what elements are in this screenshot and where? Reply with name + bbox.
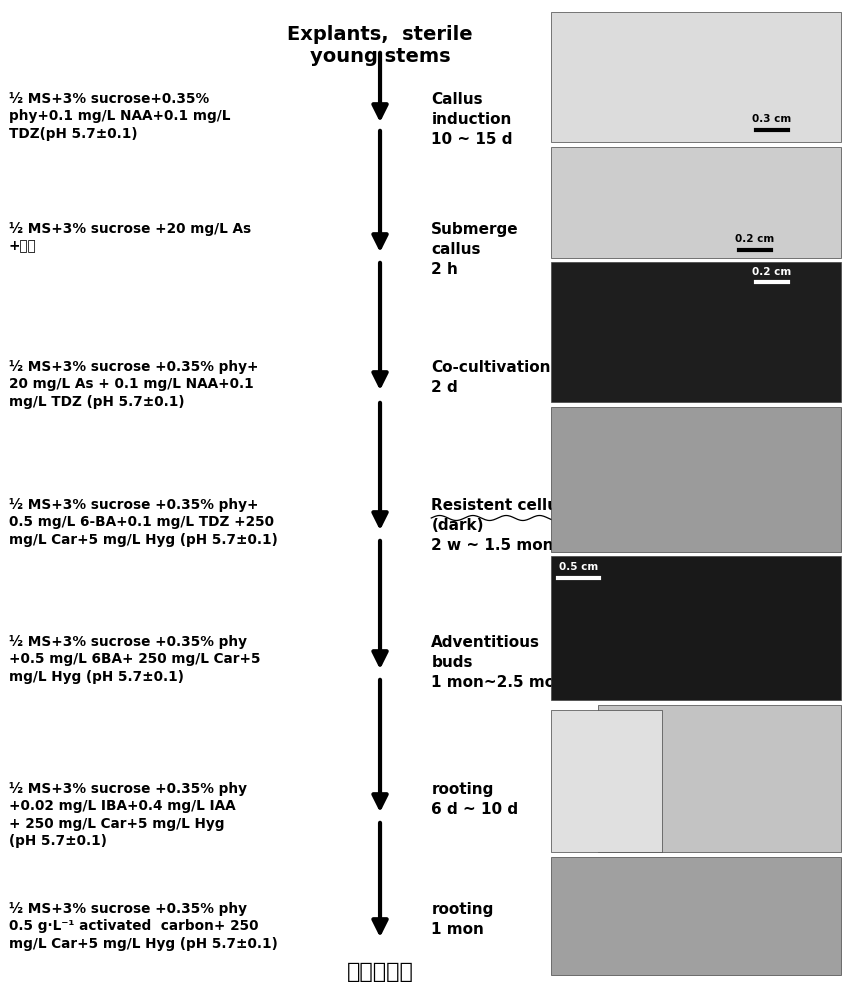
Bar (550, 407, 840, 552)
Bar (550, 857, 840, 975)
Text: ½ MS+3% sucrose +20 mg/L As
+菌体: ½ MS+3% sucrose +20 mg/L As +菌体 (9, 222, 251, 253)
Bar (550, 710, 661, 852)
Text: Explants,  sterile
young stems: Explants, sterile young stems (287, 25, 473, 66)
Text: 0.2 cm: 0.2 cm (734, 234, 774, 244)
Text: rooting
1 mon: rooting 1 mon (431, 902, 493, 937)
Bar (550, 556, 840, 700)
Text: ½ MS+3% sucrose +0.35% phy
+0.02 mg/L IBA+0.4 mg/L IAA
+ 250 mg/L Car+5 mg/L Hyg: ½ MS+3% sucrose +0.35% phy +0.02 mg/L IB… (9, 782, 247, 848)
Text: rooting
6 d ~ 10 d: rooting 6 d ~ 10 d (431, 782, 518, 817)
Bar (550, 147, 840, 258)
Text: Adventitious
buds
1 mon~2.5 mon: Adventitious buds 1 mon~2.5 mon (431, 635, 566, 690)
Text: 0.2 cm: 0.2 cm (751, 267, 791, 277)
Bar (550, 262, 840, 402)
Text: ½ MS+3% sucrose +0.35% phy
+0.5 mg/L 6BA+ 250 mg/L Car+5
mg/L Hyg (pH 5.7±0.1): ½ MS+3% sucrose +0.35% phy +0.5 mg/L 6BA… (9, 635, 259, 684)
Bar (597, 705, 840, 852)
Text: Resistent cellus
(dark)
2 w ~ 1.5 mon: Resistent cellus (dark) 2 w ~ 1.5 mon (431, 498, 566, 553)
Text: 0.3 cm: 0.3 cm (751, 114, 791, 124)
Text: Callus
induction
10 ~ 15 d: Callus induction 10 ~ 15 d (431, 92, 512, 147)
Text: ½ MS+3% sucrose +0.35% phy
0.5 g·L⁻¹ activated  carbon+ 250
mg/L Car+5 mg/L Hyg : ½ MS+3% sucrose +0.35% phy 0.5 g·L⁻¹ act… (9, 902, 277, 951)
Text: Co-cultivation
2 d: Co-cultivation 2 d (431, 360, 550, 395)
Text: ½ MS+3% sucrose+0.35%
phy+0.1 mg/L NAA+0.1 mg/L
TDZ(pH 5.7±0.1): ½ MS+3% sucrose+0.35% phy+0.1 mg/L NAA+0… (9, 92, 229, 141)
Text: Submerge
callus
2 h: Submerge callus 2 h (431, 222, 519, 277)
Bar (550, 12, 840, 142)
Text: 0.5 cm: 0.5 cm (558, 562, 597, 572)
Text: ½ MS+3% sucrose +0.35% phy+
20 mg/L As + 0.1 mg/L NAA+0.1
mg/L TDZ (pH 5.7±0.1): ½ MS+3% sucrose +0.35% phy+ 20 mg/L As +… (9, 360, 258, 409)
Text: 炼苗、移栽: 炼苗、移栽 (346, 962, 413, 982)
Text: ½ MS+3% sucrose +0.35% phy+
0.5 mg/L 6-BA+0.1 mg/L TDZ +250
mg/L Car+5 mg/L Hyg : ½ MS+3% sucrose +0.35% phy+ 0.5 mg/L 6-B… (9, 498, 277, 547)
